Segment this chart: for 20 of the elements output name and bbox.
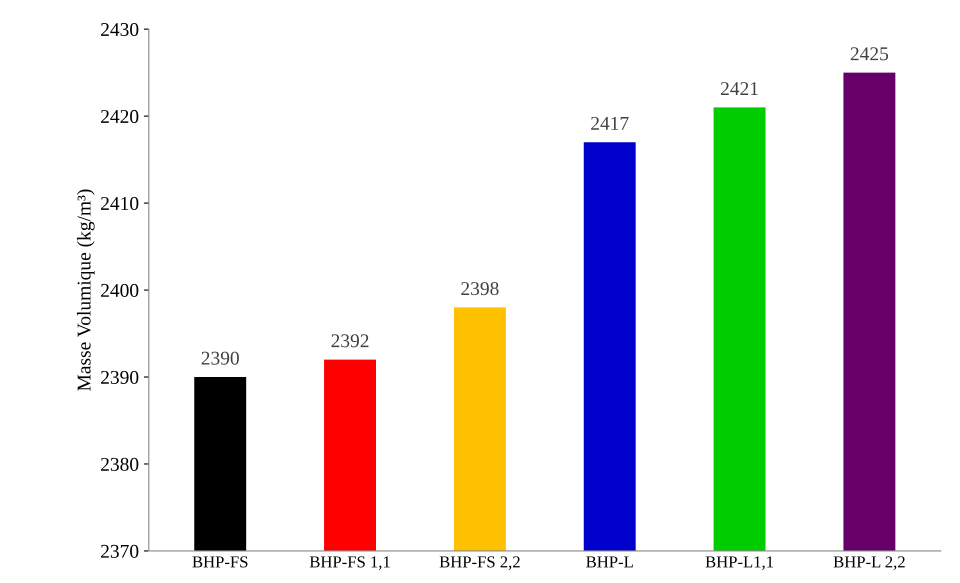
data-label: 2421 bbox=[720, 82, 758, 95]
x-tick-label: BHP-FS 2,2 bbox=[440, 556, 520, 570]
data-label: 2390 bbox=[202, 352, 239, 365]
x-tick-label: BHP-FS bbox=[192, 556, 248, 568]
y-axis-title: Masse Volumique (kg/m³) bbox=[76, 189, 95, 391]
x-tick-label: BHP-L1,1 bbox=[706, 556, 774, 570]
x-tick-label: BHP-FS 1,1 bbox=[310, 556, 390, 570]
y-tick-label: 2390 bbox=[101, 370, 138, 384]
data-label: 2392 bbox=[331, 334, 368, 348]
y-tick-label: 2400 bbox=[101, 284, 138, 297]
data-label: 2417 bbox=[591, 116, 629, 130]
data-label: 2425 bbox=[850, 47, 888, 60]
y-tick-label: 2430 bbox=[101, 22, 138, 36]
x-tick-label: BHP-L bbox=[586, 556, 633, 568]
x-tick-label: BHP-L 2,2 bbox=[834, 556, 905, 570]
y-tick-label: 2380 bbox=[101, 458, 138, 471]
y-tick-label: 2370 bbox=[101, 544, 138, 558]
data-label: 2398 bbox=[461, 282, 499, 296]
y-tick-label: 2420 bbox=[101, 110, 138, 124]
y-tick-label: 2410 bbox=[101, 196, 138, 210]
